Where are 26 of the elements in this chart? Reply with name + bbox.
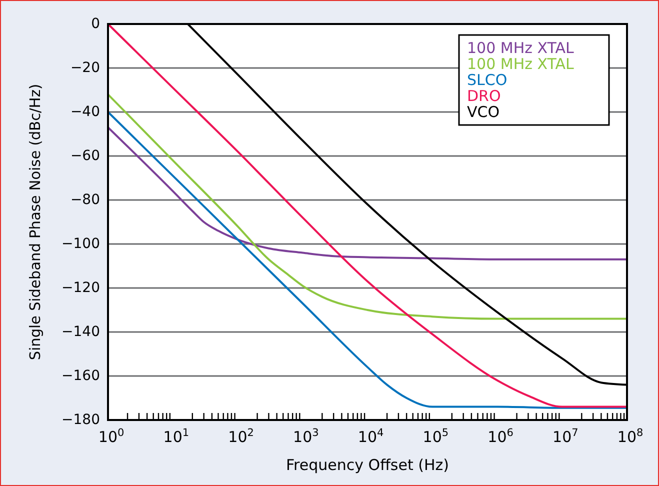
x-axis-title: Frequency Offset (Hz) xyxy=(286,456,449,474)
text: SLCO xyxy=(467,71,508,89)
y-tick-label: −180 xyxy=(62,412,100,428)
x-tick-label: 10$^{5}$ xyxy=(422,427,449,446)
y-tick-label: −60 xyxy=(70,148,100,164)
y-tick-label: −80 xyxy=(70,192,100,208)
y-tick-label: −160 xyxy=(62,368,100,384)
text: 100 MHz XTAL xyxy=(467,55,575,73)
y-tick-label: −20 xyxy=(70,60,100,76)
text: 100 MHz XTAL xyxy=(467,39,575,57)
x-tick-label: 10$^{4}$ xyxy=(358,427,384,446)
y-tick-label: −140 xyxy=(62,324,100,340)
text: VCO xyxy=(467,103,500,121)
y-tick-label: −40 xyxy=(70,104,100,120)
y-tick-label: 0 xyxy=(91,16,100,32)
x-tick-label: 10$^{3}$ xyxy=(293,427,319,446)
x-tick-label: 10$^{8}$ xyxy=(617,427,644,446)
x-tick-label: 10$^{2}$ xyxy=(228,427,254,446)
x-tick-label: 10$^{1}$ xyxy=(163,427,190,446)
y-tick-label: −100 xyxy=(62,236,100,252)
x-tick-label: 10$^{6}$ xyxy=(488,427,514,446)
x-tick-label: 10$^{0}$ xyxy=(98,427,124,446)
x-tick-label: 10$^{7}$ xyxy=(552,427,578,446)
y-axis-title: Single Sideband Phase Noise (dBc/Hz) xyxy=(28,84,44,360)
text: DRO xyxy=(467,87,501,105)
y-tick-label: −120 xyxy=(62,280,100,296)
